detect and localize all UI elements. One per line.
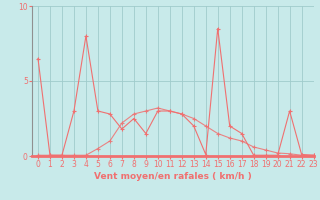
X-axis label: Vent moyen/en rafales ( km/h ): Vent moyen/en rafales ( km/h ): [94, 172, 252, 181]
